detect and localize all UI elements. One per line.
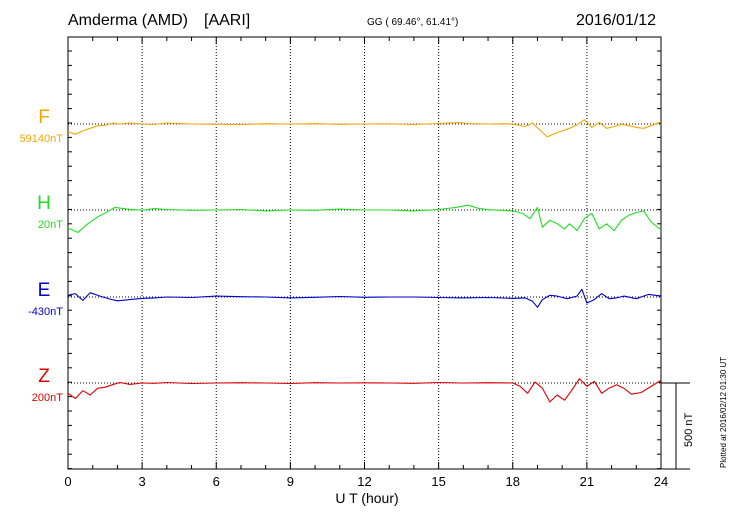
x-tick-label: 21 [580, 474, 594, 489]
component-labels: F 59140nT H 20nT E -430nT Z 200nT [20, 107, 64, 404]
component-baseline-e: -430nT [28, 306, 63, 318]
x-tick-label: 18 [506, 474, 520, 489]
plotted-footnote: Plotted at 2016/02/12 01:30 UT [719, 357, 728, 468]
series-line-e [67, 288, 662, 308]
component-letter-e: E [38, 280, 51, 301]
grid-lines [68, 37, 661, 469]
series-line-h [67, 204, 662, 233]
series-line-z [67, 378, 662, 403]
component-baseline-h: 20nT [38, 219, 63, 231]
scale-label: 500 nT [683, 412, 695, 447]
component-letter-h: H [37, 193, 51, 214]
series-line-f [67, 119, 662, 138]
station-title: Amderma (AMD) [68, 12, 188, 29]
x-tick-labels: 0 3 6 9 12 15 18 21 24 [64, 474, 668, 489]
data-series [67, 119, 662, 403]
x-axis-title: U T (hour) [335, 490, 398, 506]
x-tick-label: 24 [654, 474, 668, 489]
x-tick-label: 9 [287, 474, 294, 489]
component-letter-f: F [38, 107, 50, 128]
x-tick-label: 6 [213, 474, 220, 489]
component-baseline-z: 200nT [32, 392, 63, 404]
component-baseline-f: 59140nT [20, 133, 64, 145]
axis-ticks [67, 37, 662, 470]
network-label: [AARI] [204, 12, 250, 29]
coordinates-label: GG ( 69.46°, 61.41°) [367, 17, 458, 28]
x-tick-label: 15 [431, 474, 445, 489]
x-tick-label: 3 [139, 474, 146, 489]
x-tick-label: 0 [64, 474, 71, 489]
x-tick-label: 12 [357, 474, 371, 489]
scale-bar: 500 nT [661, 382, 695, 470]
date-label: 2016/01/12 [576, 12, 656, 29]
component-letter-z: Z [38, 366, 50, 387]
